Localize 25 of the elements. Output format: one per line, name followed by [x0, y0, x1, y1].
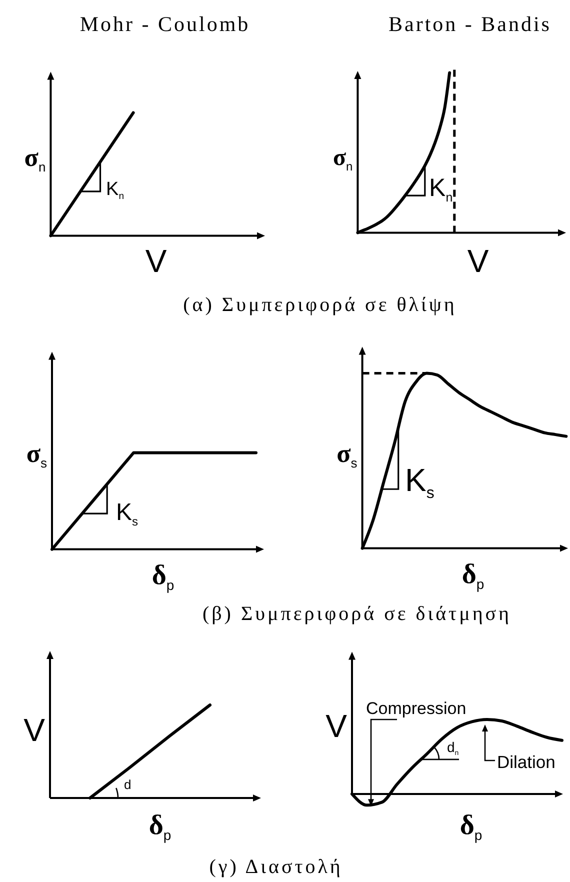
annotation: K$_{n}$ [106, 179, 124, 202]
x-axis-title: δ$_{p}$ [460, 810, 482, 844]
annotation: K$_{s}$ [116, 499, 138, 528]
y-axis-title: σ$_{s}$ [336, 439, 358, 471]
y-axis-title: σ$_{n}$ [24, 143, 46, 175]
x-axis-title: δ$_{p}$ [462, 559, 484, 592]
annotation: K$_{s}$ [405, 462, 434, 502]
y-axis-title: σ$_{n}$ [332, 145, 353, 174]
x-axis-title: δ$_{p}$ [148, 810, 172, 844]
text: (β) Συμπεριφορά σε διάτμηση [202, 603, 512, 625]
text: (α) Συμπεριφορά σε θλίψη [183, 294, 457, 316]
y-axis-title: σ$_{s}$ [26, 439, 48, 471]
annotation: Dilation [497, 752, 556, 772]
annotation: d [124, 777, 132, 792]
annotation: K$_{n}$ [429, 174, 453, 204]
annotation: d$_{n}$ [447, 739, 459, 758]
chart-title: Barton - Bandis [388, 12, 552, 36]
y-axis-title: V [326, 708, 348, 744]
text: (γ) Διαστολή [209, 856, 343, 878]
text: Compression [366, 699, 466, 718]
chart-title: Mohr - Coulomb [80, 12, 250, 36]
y-axis-title: V [24, 712, 46, 748]
x-axis-title: V [467, 243, 490, 279]
x-axis-title: δ$_{p}$ [152, 560, 174, 594]
x-axis-title: V [145, 243, 168, 279]
